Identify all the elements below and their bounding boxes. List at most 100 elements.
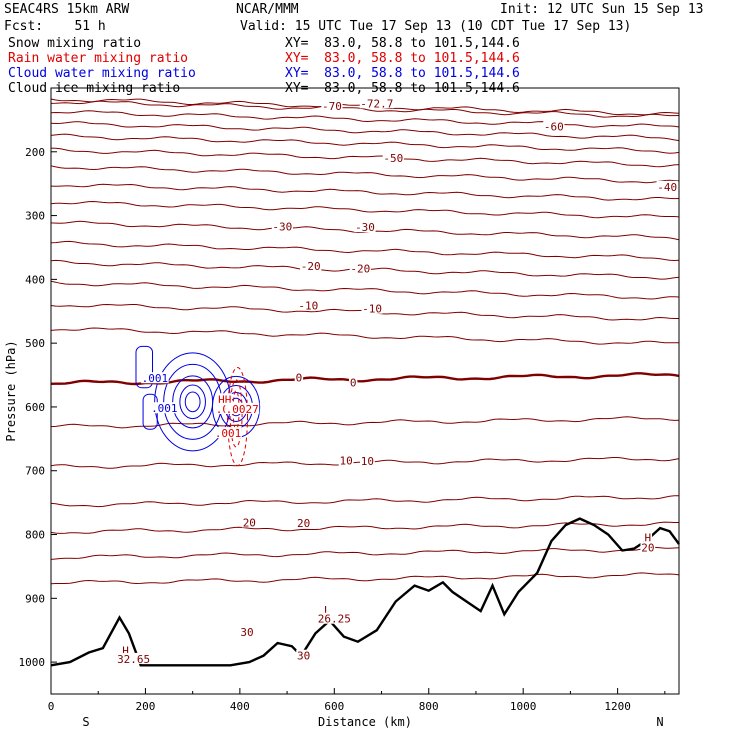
isotherm--55	[50, 133, 680, 154]
extremum-label-bg	[317, 612, 352, 624]
field-label-cloud-water: Cloud water mixing ratio	[8, 66, 196, 81]
cloud-water-label-bg	[150, 402, 179, 414]
plot-frame	[50, 87, 680, 695]
extremum-label-bg	[640, 541, 656, 553]
isotherm-label: -50	[383, 152, 403, 165]
isotherm-30	[50, 572, 680, 585]
y-tick-label: 700	[25, 465, 45, 478]
y-tick-label: 900	[25, 592, 45, 605]
y-tick-label: 300	[25, 210, 45, 223]
extremum-label-bg	[323, 603, 332, 615]
field-label-snow: Snow mixing ratio	[8, 36, 142, 51]
model-title: SEAC4RS 15km ARW	[4, 2, 130, 17]
cloud-water-label: .001	[151, 402, 178, 415]
north-end-label: N	[656, 715, 663, 729]
cloud-water-contour	[184, 391, 201, 413]
chart-axes: 0 200 400 600 800 1000 12002003004005006007008…	[4, 87, 680, 729]
cloud-water-contour	[135, 345, 154, 389]
isotherm-label-bg	[241, 516, 257, 528]
cloud-water-contour	[172, 375, 214, 429]
cloud-water-label-bg	[141, 372, 169, 384]
isotherm-label-bg	[321, 99, 343, 111]
isotherm-label-bg	[349, 262, 371, 274]
cloud-water-contour	[179, 384, 206, 420]
temperature-contours	[50, 98, 680, 585]
extremum-label: 32.65	[117, 653, 150, 666]
extremum-label: L	[324, 604, 331, 617]
field-label-rain: Rain water mixing ratio	[8, 51, 189, 66]
isotherm-label: -10	[298, 300, 318, 313]
x-axis-label: Distance (km)	[318, 715, 412, 729]
rain-water-label-bg	[217, 393, 233, 405]
isotherm-label: 30	[240, 626, 253, 639]
isotherm-label: 10	[339, 455, 352, 468]
isotherm-15	[50, 495, 679, 508]
isotherm-label: -72.7	[360, 97, 393, 110]
isotherm--45	[50, 165, 680, 184]
rain-water-label: .001	[215, 427, 242, 440]
forecast-hour: Fcst: 51 h	[4, 19, 106, 34]
isotherm-label-bg	[300, 259, 322, 271]
x-tick-label: 800	[419, 700, 439, 713]
field-xy-snow: XY= 83.0, 58.8 to 101.5,144.6	[285, 36, 520, 51]
rain-water-label-bg	[214, 427, 242, 439]
x-tick-label: 0	[48, 700, 55, 713]
isotherm-label: -40	[657, 181, 677, 194]
x-tick-label: 200	[135, 700, 155, 713]
isotherm--35	[50, 200, 680, 219]
isotherm--40	[50, 183, 680, 201]
x-tick-label: 600	[324, 700, 344, 713]
isotherm--5	[50, 327, 680, 345]
extremum-label: H	[122, 645, 129, 658]
isotherm--15	[50, 280, 680, 300]
isotherm-label-bg	[359, 97, 394, 109]
rain-water-contour	[227, 367, 249, 467]
y-tick-label: 1000	[19, 656, 46, 669]
y-tick-label: 600	[25, 401, 45, 414]
isotherm-label-bg	[656, 180, 678, 192]
isotherm-20	[50, 521, 679, 534]
isotherm-label: -70	[322, 100, 342, 113]
extremum-label-bg	[116, 652, 151, 664]
isotherm-label-bg	[354, 221, 376, 233]
isotherm-label-bg	[294, 371, 304, 383]
field-xy-cloud-water: XY= 83.0, 58.8 to 101.5,144.6	[285, 66, 520, 81]
cloud-water-label: .001	[142, 372, 169, 385]
isotherm-label: 20	[297, 517, 310, 530]
isotherm-label-bg	[359, 455, 375, 467]
isotherm-label: -20	[350, 263, 370, 276]
x-tick-label: 400	[230, 700, 250, 713]
org-label: NCAR/MMM	[236, 2, 299, 17]
isotherm-label: -30	[272, 220, 292, 233]
isotherm-label-bg	[297, 299, 319, 311]
field-xy-rain: XY= 83.0, 58.8 to 101.5,144.6	[285, 51, 520, 66]
isotherm-label-bg	[239, 626, 255, 638]
y-tick-label: 500	[25, 337, 45, 350]
isotherm-25	[50, 546, 680, 560]
contour-labels: -72.7 -70 -60 -50 -40 -30 -30 -20 -20 -10 -10 0 0 10 1…	[116, 97, 678, 666]
rain-water-label-bg	[225, 402, 260, 414]
isotherm-label: -10	[362, 303, 382, 316]
isotherm--60	[50, 121, 680, 142]
x-tick-label: 1000	[510, 700, 537, 713]
y-axis-label: Pressure (hPa)	[4, 340, 18, 441]
y-tick-label: 400	[25, 273, 45, 286]
isotherm-label: -60	[544, 120, 564, 133]
terrain-profile	[50, 517, 680, 667]
isotherm-label-bg	[271, 220, 293, 232]
isotherm-label-bg	[296, 649, 312, 661]
extremum-label-bg	[643, 531, 653, 543]
y-tick-label: 800	[25, 529, 45, 542]
valid-time: Valid: 15 UTC Tue 17 Sep 13 (10 CDT Tue …	[240, 19, 632, 34]
isotherm--50	[50, 147, 680, 168]
isotherm-label: 30	[297, 650, 310, 663]
extremum-label: H	[645, 532, 652, 545]
isotherm-label-bg	[348, 376, 358, 388]
isotherm-label: 0	[350, 377, 357, 390]
isotherm-label: 0	[296, 372, 303, 385]
y-tick-label: 200	[25, 146, 45, 159]
isotherm--25	[50, 240, 680, 262]
isotherm-label: 10	[361, 455, 374, 468]
isotherm-label-bg	[338, 454, 354, 466]
